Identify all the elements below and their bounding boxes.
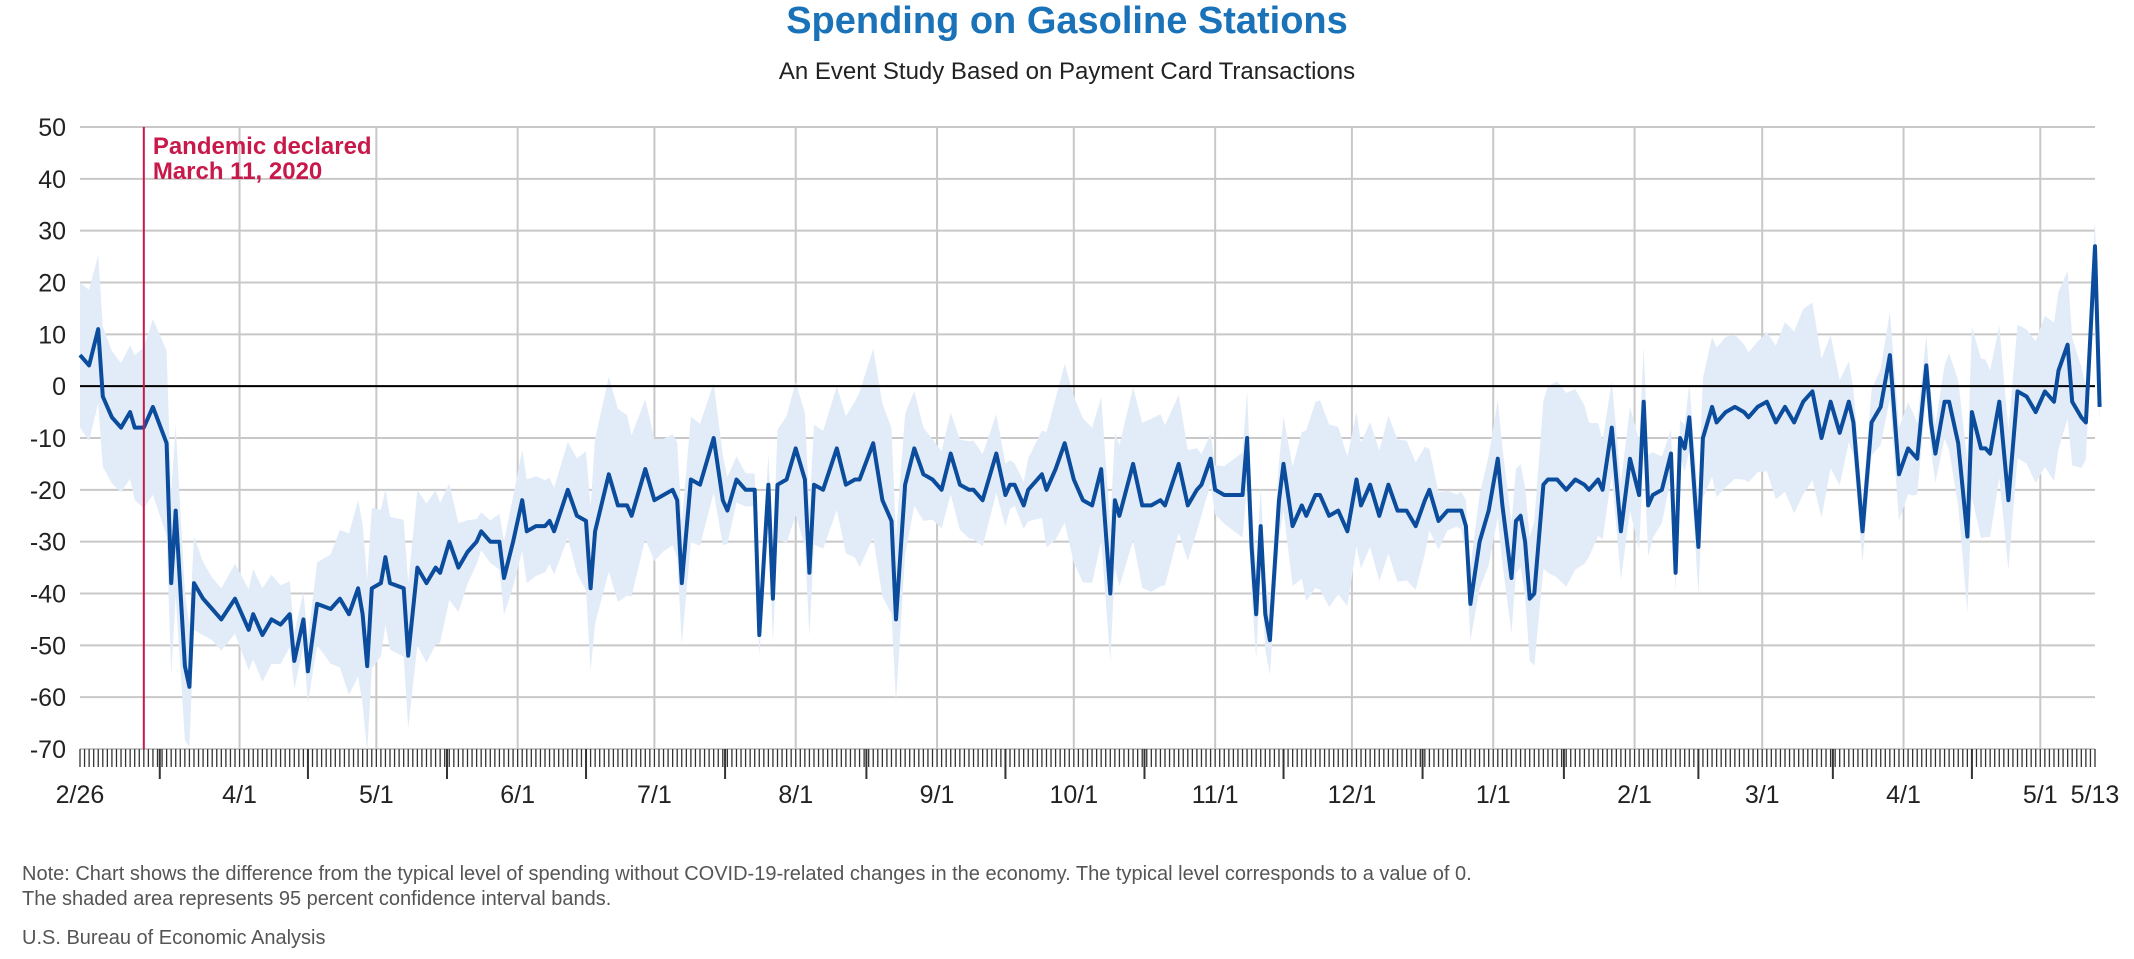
y-tick-label: 50	[38, 114, 66, 142]
y-tick-label: -10	[30, 425, 66, 453]
y-tick-label: 10	[38, 321, 66, 349]
x-tick-label: 12/1	[1328, 781, 1377, 809]
y-axis-ticks: 50 40 30 20 10 0 -10 -20 -30 -40 -50 -60 -70	[30, 114, 66, 764]
y-tick-label: -60	[30, 684, 66, 712]
x-tick-label: 11/1	[1192, 781, 1239, 809]
x-tick-label: 2/1	[1617, 781, 1652, 809]
x-tick-label: 9/1	[920, 781, 955, 809]
source-credit: U.S. Bureau of Economic Analysis	[22, 927, 326, 949]
x-tick-label: 6/1	[500, 781, 535, 809]
note-line2: The shaded area represents 95 percent co…	[22, 888, 612, 910]
chart-title: Spending on Gasoline Stations	[786, 0, 1348, 42]
y-tick-label: -50	[30, 632, 66, 660]
y-tick-label: -70	[30, 736, 66, 764]
confidence-band	[80, 220, 2100, 753]
annotation-line2: March 11, 2020	[153, 158, 322, 185]
x-tick-label: 4/1	[1886, 781, 1921, 809]
x-tick-label: 10/1	[1049, 781, 1098, 809]
y-tick-label: 40	[38, 166, 66, 194]
x-tick-label: 5/13	[2071, 781, 2120, 809]
annotation-line1: Pandemic declared	[153, 133, 372, 160]
y-tick-label: -30	[30, 529, 66, 557]
y-tick-label: -20	[30, 477, 66, 505]
y-tick-label: -40	[30, 581, 66, 609]
x-tick-label: 8/1	[778, 781, 813, 809]
x-tick-label: 4/1	[222, 781, 257, 809]
x-tick-label: 7/1	[637, 781, 672, 809]
line-chart: Pandemic declared March 11, 2020 50 40 30 2…	[30, 114, 2120, 809]
x-tick-label: 5/1	[2023, 781, 2058, 809]
y-tick-label: 20	[38, 270, 66, 298]
y-tick-label: 30	[38, 218, 66, 246]
x-tick-label: 3/1	[1745, 781, 1780, 809]
chart-subtitle: An Event Study Based on Payment Card Tra…	[778, 58, 1356, 85]
note-line1: Note: Chart shows the difference from th…	[22, 863, 1472, 885]
x-axis-labels: 2/26 4/1 5/1 6/1 7/1 8/1 9/1 10/1 11/1 12/1 1/1 2/1…	[56, 781, 2120, 809]
y-tick-label: 0	[52, 373, 66, 401]
x-axis-day-ticks	[79, 749, 2096, 779]
x-tick-label: 5/1	[359, 781, 394, 809]
x-tick-label: 2/26	[56, 781, 105, 809]
series-line	[78, 244, 2102, 689]
x-tick-label: 1/1	[1476, 781, 1511, 809]
